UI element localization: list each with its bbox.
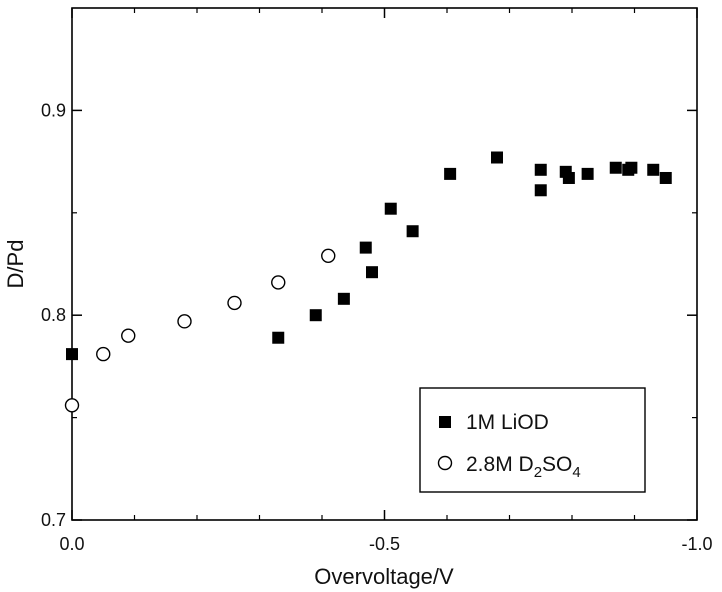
data-point-d2so4 xyxy=(227,295,242,311)
data-point-liod xyxy=(625,161,638,174)
data-point-liod xyxy=(337,292,350,305)
data-points xyxy=(64,151,672,413)
legend-box xyxy=(419,387,646,493)
data-point-liod xyxy=(272,331,285,344)
legend-marker-liod xyxy=(439,416,451,428)
legend-label-liod: 1M LiOD xyxy=(466,411,549,434)
y-tick-label: 0.8 xyxy=(41,305,66,325)
data-point-liod xyxy=(647,163,660,176)
data-point-d2so4 xyxy=(271,275,286,290)
data-point-liod xyxy=(491,151,503,164)
x-axis: 0.0 -0.5 -1.0 xyxy=(59,8,713,554)
y-tick-label: 0.7 xyxy=(41,510,66,530)
data-point-liod xyxy=(366,266,378,279)
data-point-liod xyxy=(309,309,322,322)
legend-label-d2so4: 2.8M D2SO4 xyxy=(466,453,581,481)
data-point-liod xyxy=(534,184,547,197)
data-point-liod xyxy=(562,171,575,184)
data-point-liod xyxy=(359,241,372,254)
y-tick-label: 0.9 xyxy=(41,100,66,120)
data-point-liod xyxy=(384,202,397,215)
data-point-liod xyxy=(66,348,78,361)
x-tick-label: -1.0 xyxy=(681,534,712,554)
data-point-liod xyxy=(581,167,594,180)
y-axis-title: D/Pd xyxy=(3,240,28,289)
data-point-d2so4 xyxy=(96,346,111,362)
x-tick-label: -0.5 xyxy=(369,534,400,554)
data-point-liod xyxy=(609,161,622,174)
data-point-liod xyxy=(534,163,547,176)
x-axis-title: Overvoltage/V xyxy=(314,564,454,589)
data-point-d2so4 xyxy=(121,328,136,343)
x-tick-label: 0.0 xyxy=(59,534,84,554)
data-point-liod xyxy=(406,225,419,238)
legend-marker-d2so4 xyxy=(437,455,453,471)
data-point-d2so4 xyxy=(321,248,336,264)
y-axis: 0.7 0.8 0.9 xyxy=(41,100,697,530)
data-point-liod xyxy=(659,171,672,184)
legend: 1M LiOD 2.8M D2SO4 xyxy=(419,387,646,493)
data-point-d2so4 xyxy=(177,314,192,329)
data-point-d2so4 xyxy=(64,398,80,413)
data-point-liod xyxy=(444,167,457,180)
